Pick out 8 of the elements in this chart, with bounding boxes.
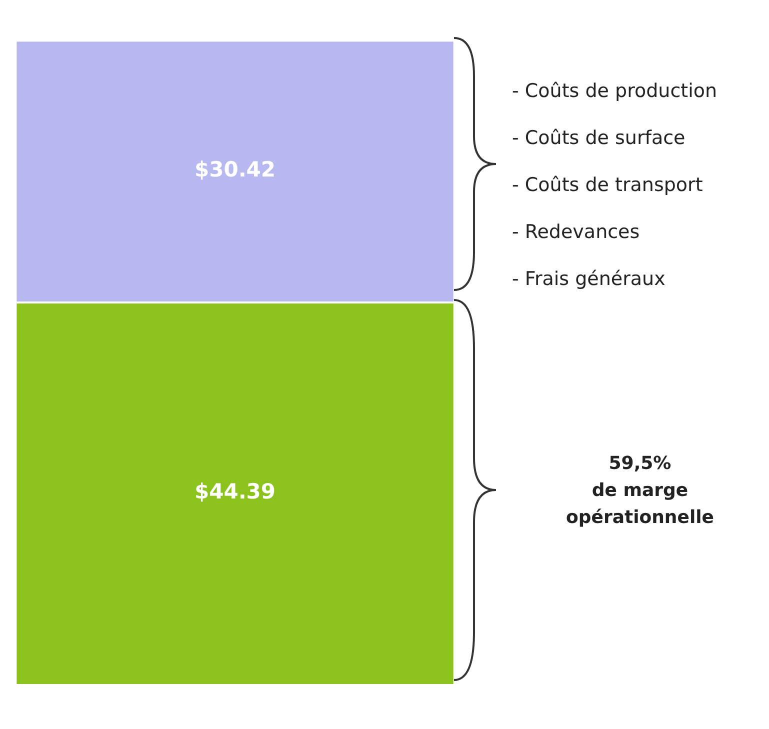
text: - Coûts de surface bbox=[512, 127, 686, 149]
text: - Redevances bbox=[512, 221, 640, 243]
text: - Frais généraux bbox=[512, 268, 666, 290]
text: - Coûts de transport bbox=[512, 174, 703, 196]
text: 59,5% de marge opérationnelle bbox=[564, 452, 715, 530]
data-label: $30.42 bbox=[194, 157, 276, 182]
text: - Coûts de production bbox=[512, 80, 718, 102]
data-label: $44.39 bbox=[194, 479, 276, 504]
